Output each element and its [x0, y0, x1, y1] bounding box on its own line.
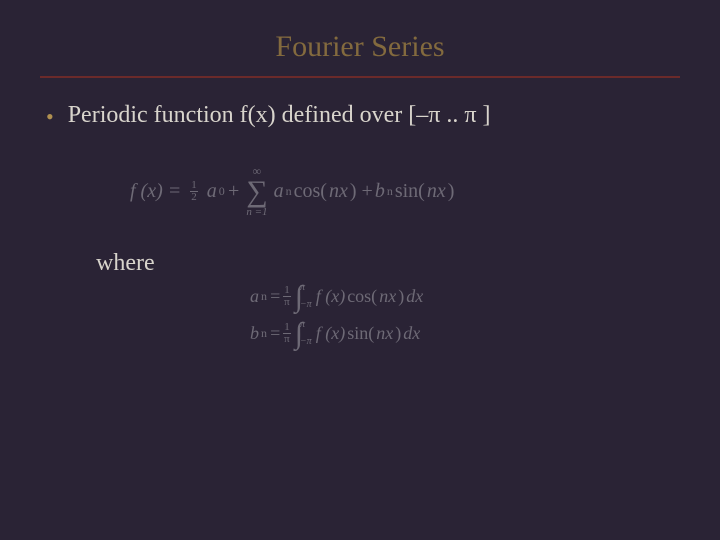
one-over-pi-2: 1 π [283, 322, 291, 345]
sin: sin( [395, 180, 425, 203]
an-a: a [274, 180, 284, 203]
main-equation-block: f (x) = 1 2 a 0 + ∞ ∑ n =1 a n cos( nx )… [130, 165, 680, 218]
bullet-item: • Periodic function f(x) defined over [–… [46, 102, 680, 129]
bn-lhs: b [250, 323, 259, 344]
cos: cos( [294, 180, 327, 203]
an-equation: a n = 1 π ∫ π −π f (x) cos( nx ) dx [250, 283, 680, 310]
bullet-icon: • [46, 106, 54, 128]
bn-b: b [375, 180, 385, 203]
an-sub: n [286, 184, 292, 199]
main-equation: f (x) = 1 2 a 0 + ∞ ∑ n =1 a n cos( nx )… [130, 165, 680, 218]
close2: ) [448, 180, 455, 203]
one-half: 1 2 [190, 180, 198, 203]
summation: ∞ ∑ n =1 [246, 165, 267, 218]
close1: ) + [350, 180, 373, 203]
slide-title: Fourier Series [40, 30, 680, 64]
bn-equation: b n = 1 π ∫ π −π f (x) sin( nx ) dx [250, 320, 680, 347]
nx2: nx [427, 180, 446, 203]
a0-a: a [207, 180, 217, 203]
integral-icon-2: ∫ π −π [295, 320, 312, 347]
a0-sub: 0 [219, 184, 225, 199]
integral-icon: ∫ π −π [295, 283, 312, 310]
slide: Fourier Series • Periodic function f(x) … [0, 0, 720, 540]
coef-equations: a n = 1 π ∫ π −π f (x) cos( nx ) dx b n [250, 283, 680, 347]
nx1: nx [329, 180, 348, 203]
title-rule [40, 76, 680, 78]
plus1: + [227, 180, 241, 203]
bn-sub: n [387, 184, 393, 199]
an-lhs: a [250, 286, 259, 307]
where-label: where [96, 250, 680, 277]
bullet-text: Periodic function f(x) defined over [–π … [68, 102, 491, 129]
one-over-pi: 1 π [283, 285, 291, 308]
eq-lhs: f (x) = [130, 180, 181, 203]
